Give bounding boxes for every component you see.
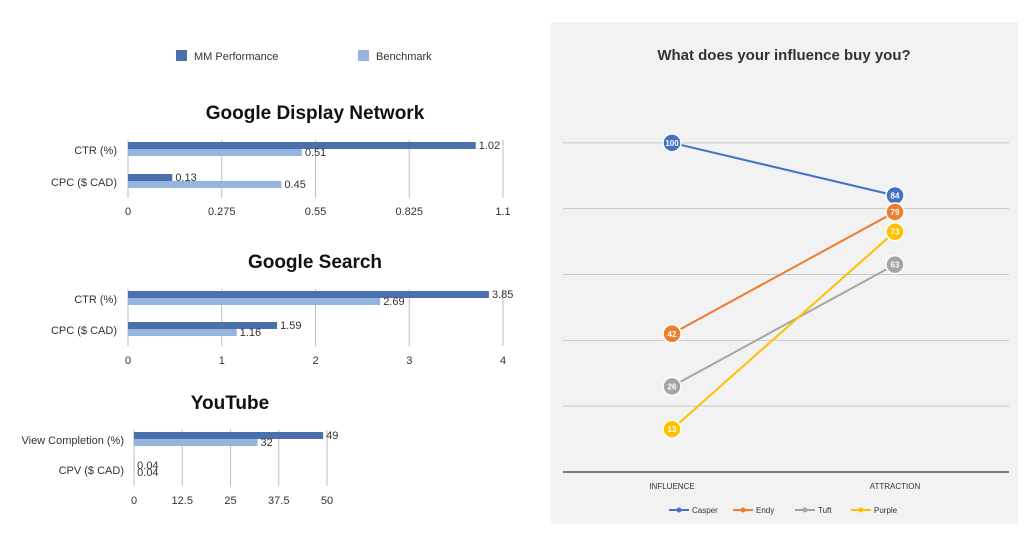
tick-label: 0 — [125, 355, 131, 367]
data-label: 79 — [891, 208, 900, 217]
value-label: 0.51 — [305, 147, 326, 159]
value-label: 1.16 — [240, 327, 261, 339]
legend-label: Endy — [756, 506, 774, 515]
category-label: CTR (%) — [74, 145, 117, 157]
data-label: 42 — [668, 330, 677, 339]
category-label: ATTRACTION — [870, 482, 921, 491]
value-label: 0.45 — [284, 179, 305, 191]
category-label: CPV ($ CAD) — [59, 465, 124, 477]
value-label: 1.02 — [479, 140, 500, 152]
category-label: CPC ($ CAD) — [51, 177, 117, 189]
legend-marker — [859, 508, 864, 513]
bar — [128, 174, 172, 181]
legend-swatch — [358, 50, 369, 61]
value-label: 2.69 — [383, 296, 404, 308]
tick-label: 2 — [312, 355, 318, 367]
data-label: 100 — [665, 139, 679, 148]
category-label: CTR (%) — [74, 294, 117, 306]
bar-charts-svg: MM Performance Benchmark 0 0.275 0.55 0.825 1.… — [0, 0, 545, 533]
line-chart-svg: What does your influence buy you? INFLUEN… — [551, 22, 1018, 524]
legend-label: Casper — [692, 506, 718, 515]
tick-label: 3 — [406, 355, 412, 367]
tick-label: 25 — [224, 495, 236, 507]
value-label: 49 — [326, 430, 338, 442]
tick-label: 1.1 — [495, 206, 510, 218]
bar — [128, 181, 281, 188]
tick-label: 0 — [125, 206, 131, 218]
tick-label: 0.55 — [305, 206, 326, 218]
legend-label: Benchmark — [376, 51, 432, 63]
left-panel: MM Performance Benchmark 0 0.275 0.55 0.825 1.… — [0, 0, 545, 533]
legend-label: MM Performance — [194, 51, 278, 63]
bar — [128, 329, 237, 336]
value-label: 3.85 — [492, 289, 513, 301]
tick-label: 37.5 — [268, 495, 289, 507]
category-label: View Completion (%) — [21, 435, 124, 447]
value-label: 0.04 — [137, 467, 158, 479]
tick-label: 4 — [500, 355, 506, 367]
legend-marker — [803, 508, 808, 513]
bar — [128, 291, 489, 298]
bar — [128, 298, 380, 305]
category-label: INFLUENCE — [649, 482, 694, 491]
category-label: CPC ($ CAD) — [51, 325, 117, 337]
bar — [128, 149, 302, 156]
tick-label: 0 — [131, 495, 137, 507]
bar — [134, 432, 323, 439]
data-label: 73 — [891, 228, 900, 237]
legend-swatch — [176, 50, 187, 61]
data-label: 13 — [668, 425, 677, 434]
chart-title: YouTube — [191, 393, 269, 414]
legend-label: Tuft — [818, 506, 832, 515]
tick-label: 50 — [321, 495, 333, 507]
legend-marker — [741, 508, 746, 513]
data-label: 84 — [891, 192, 900, 201]
value-label: 32 — [261, 437, 273, 449]
tick-label: 1 — [219, 355, 225, 367]
tick-label: 0.275 — [208, 206, 236, 218]
chart-title: Google Search — [248, 252, 382, 273]
legend-label: Purple — [874, 506, 898, 515]
data-label: 63 — [891, 261, 900, 270]
line-chart-panel: What does your influence buy you? INFLUEN… — [551, 22, 1018, 524]
value-label: 1.59 — [280, 320, 301, 332]
tick-label: 0.825 — [395, 206, 423, 218]
chart-title: What does your influence buy you? — [657, 47, 910, 64]
tick-label: 12.5 — [172, 495, 193, 507]
bar — [134, 439, 258, 446]
legend-marker — [677, 508, 682, 513]
data-label: 26 — [668, 382, 677, 391]
chart-title: Google Display Network — [206, 103, 425, 124]
bar — [128, 142, 476, 149]
